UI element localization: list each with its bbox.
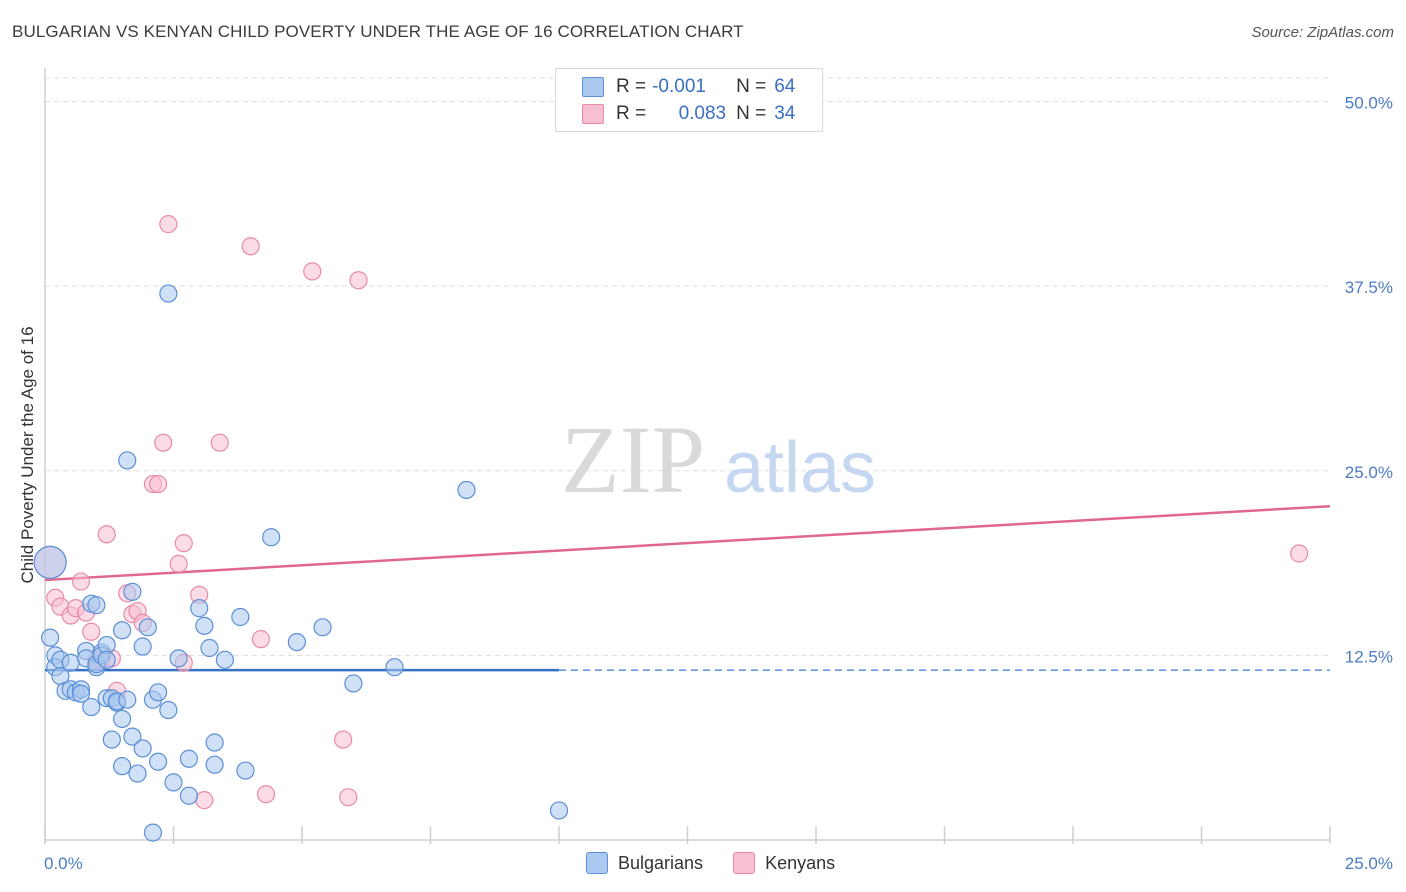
bulgarians-point [118,690,137,709]
bulgarians-point [195,616,214,635]
legend-n-label: N = [736,76,767,97]
kenyans-point [349,271,368,290]
bulgarians-point [215,650,234,669]
bulgarians-point [200,638,219,658]
bulgarians-point [133,739,152,758]
bulgarians-point [112,709,132,728]
bulgarians-point [112,621,132,640]
bulgarians-point [179,749,199,768]
axes [44,68,1331,844]
kenyans-point [195,791,214,810]
kenyans-trend-line [44,504,1331,582]
watermark: ZIP atlas [561,406,876,513]
y-tick-label: 50.0% [1345,94,1393,113]
legend-n-value: 64 [774,76,796,97]
kenyans-point [71,572,91,591]
y-tick-label: 37.5% [1345,278,1393,297]
legend-r-value: -0.001 [652,76,706,97]
kenyans-legend-label: Kenyans [765,852,836,873]
bulgarians-swatch [582,77,604,97]
chart-title: BULGARIAN VS KENYAN CHILD POVERTY UNDER … [12,22,744,41]
bulgarians-point [97,650,116,669]
y-tick-label: 12.5% [1345,647,1393,666]
bulgarians-point [169,649,188,668]
bulgarians-legend-swatch [586,852,608,874]
bulgarians-point [133,637,152,656]
kenyans-swatch [582,104,604,124]
trend-lines [44,504,1331,672]
kenyans-legend-swatch [733,852,756,874]
kenyans-point [1290,544,1309,563]
bulgarians-point [148,752,168,771]
kenyans-point [97,525,116,544]
bulgarians-point [123,727,142,746]
bulgarians-point [313,618,332,637]
kenyans-point [159,215,178,234]
legend-r-value: 0.083 [678,103,727,124]
kenyans-point [251,630,270,649]
bulgarians-point [123,582,142,601]
kenyans-point [169,554,188,573]
legend-n-label: N = [736,103,767,124]
legend-n-value: 34 [774,103,796,124]
kenyans-point [334,730,353,749]
bulgarians-point [190,599,209,618]
bulgarians-point [205,733,224,752]
bulgarians-point [41,628,60,647]
bulgarians-point [236,761,255,780]
bulgarians-legend-label: Bulgarians [618,852,704,873]
bulgarians-point [87,596,106,615]
legend-r-label: R = [616,103,647,124]
legend-row-kenyans: R = 0.083 N = 34 [582,102,795,126]
bulgarians-point [33,545,67,579]
bulgarians-point [179,786,199,805]
watermark-zip: ZIP [561,406,705,513]
y-tick-label: 25.0% [1345,463,1393,482]
bulgarians-point [231,607,250,627]
tick-labels: 12.5% 25.0% 37.5% 50.0% 0.0% 25.0% [44,94,1393,873]
kenyans-point [174,534,193,553]
bulgarians-point [549,801,569,820]
kenyans-point [148,474,168,494]
source-label: Source: ZipAtlas.com [1251,24,1394,41]
bulgarians-point [61,653,80,672]
y-axis-label: Child Poverty Under the Age of 16 [18,326,37,583]
bulgarians-point [102,730,121,749]
kenyans-point [154,433,173,452]
kenyans-point [210,433,229,452]
bulgarians-point [71,684,91,703]
legend-item-bulgarians[interactable]: Bulgarians [586,852,703,874]
kenyans-point [82,622,101,641]
legend-row-bulgarians: R = -0.001 N = 64 [582,75,795,99]
bulgarians-point [287,632,306,652]
x-tick-label: 25.0% [1345,854,1393,873]
series-legend: Bulgarians Kenyans [586,852,865,874]
bulgarians-point [148,683,168,702]
bulgarians-point [164,773,183,792]
bulgarians-point [457,480,476,500]
bulgarians-point [159,700,178,720]
bulgarians-point [262,528,281,547]
x-tick-label: 0.0% [44,854,83,873]
bulgarians-point [128,764,147,783]
legend-r-label: R = [616,76,647,97]
kenyans-point [339,788,358,807]
correlation-legend: R = -0.001 N = 64 R = 0.083 N = 34 [555,68,823,132]
kenyans-point [256,785,276,804]
bulgarians-point [118,451,137,470]
bulgarians-points [33,284,569,842]
bulgarians-point [112,757,132,776]
legend-item-kenyans[interactable]: Kenyans [733,852,835,874]
kenyans-point [241,237,260,256]
bulgarians-point [143,823,163,842]
bulgarians-point [159,284,178,303]
bulgarians-point [344,674,363,693]
bulgarians-point [138,618,157,637]
bulgarians-point [82,697,101,717]
bulgarians-point [205,755,224,774]
watermark-atlas: atlas [724,428,876,508]
bulgarians-point [385,658,404,677]
kenyans-point [303,262,322,281]
